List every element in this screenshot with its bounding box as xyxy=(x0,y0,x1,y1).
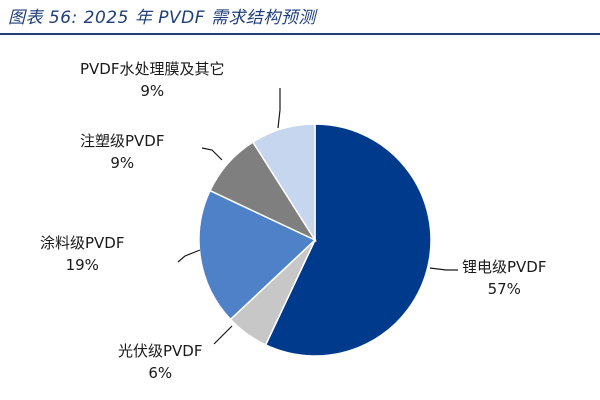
slice-label-water-membrane: PVDF水处理膜及其它 9% xyxy=(80,58,225,102)
slice-pct-photovoltaic: 6% xyxy=(148,364,173,382)
slice-label-coating: 涂料级PVDF 19% xyxy=(40,232,125,276)
slice-pct-water-membrane: 9% xyxy=(140,82,165,100)
slice-name-water-membrane: PVDF水处理膜及其它 xyxy=(80,60,225,78)
slice-pct-injection: 9% xyxy=(110,154,135,172)
slice-pct-coating: 19% xyxy=(65,256,99,274)
slice-name-lithium: 锂电级PVDF xyxy=(462,258,547,276)
slice-label-injection: 注塑级PVDF 9% xyxy=(80,130,165,174)
pie-slice-water-membrane xyxy=(251,123,316,243)
slice-name-injection: 注塑级PVDF xyxy=(80,132,165,150)
pie-slice-lithium xyxy=(264,123,432,357)
slice-name-coating: 涂料级PVDF xyxy=(40,234,125,252)
leader-line-injection xyxy=(201,147,223,161)
leader-line-lithium xyxy=(429,267,458,271)
slice-label-photovoltaic: 光伏级PVDF 6% xyxy=(118,340,203,384)
slice-pct-lithium: 57% xyxy=(487,280,521,298)
slice-name-photovoltaic: 光伏级PVDF xyxy=(118,342,203,360)
pie-slice-coating xyxy=(198,189,317,321)
slice-label-lithium: 锂电级PVDF 57% xyxy=(462,256,547,300)
leader-line-photovoltaic xyxy=(213,325,233,345)
leader-line-coating xyxy=(177,249,201,263)
figure-title: 图表 56: 2025 年 PVDF 需求结构预测 xyxy=(8,8,316,28)
leader-line-water-membrane xyxy=(277,88,281,129)
title-divider xyxy=(0,33,600,35)
